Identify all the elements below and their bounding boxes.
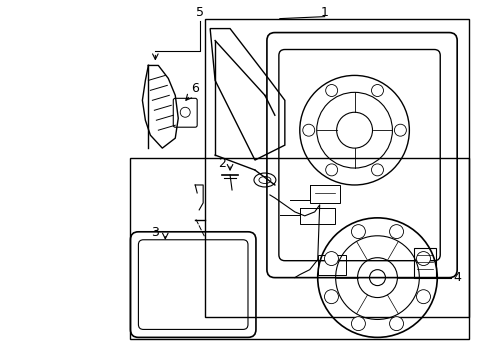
Circle shape [394, 124, 406, 136]
Circle shape [371, 85, 383, 96]
Text: 4: 4 [452, 271, 460, 284]
Circle shape [389, 317, 403, 330]
Bar [309, 185, 339, 203]
Circle shape [351, 225, 365, 239]
Bar [413, 248, 435, 278]
Text: 1: 1 [320, 6, 328, 19]
Bar [130, 158, 468, 339]
Circle shape [324, 252, 338, 266]
Circle shape [325, 85, 337, 96]
Text: 5: 5 [196, 6, 204, 19]
Bar [205, 19, 468, 318]
Bar [317, 255, 345, 275]
Text: 6: 6 [191, 82, 199, 95]
Circle shape [416, 252, 429, 266]
Circle shape [371, 164, 383, 176]
Text: 2: 2 [218, 157, 225, 170]
Circle shape [324, 290, 338, 303]
Text: 3: 3 [151, 226, 159, 239]
Circle shape [351, 317, 365, 330]
Circle shape [416, 290, 429, 303]
Circle shape [302, 124, 314, 136]
Circle shape [325, 164, 337, 176]
Bar [299, 208, 334, 224]
Circle shape [389, 225, 403, 239]
